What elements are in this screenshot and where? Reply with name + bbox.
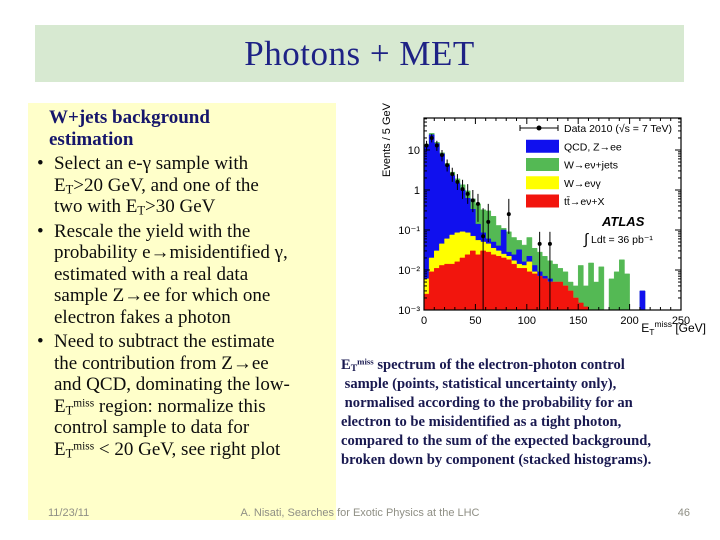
svg-text:Data 2010 (√s = 7 TeV): Data 2010 (√s = 7 TeV) (564, 123, 672, 135)
footer-credit: A. Nisati, Searches for Exotic Physics a… (240, 507, 480, 519)
slide-footer: 11/23/11 A. Nisati, Searches for Exotic … (0, 504, 720, 524)
bullet-item: • Need to subtract the estimate the cont… (28, 331, 336, 460)
data-points (424, 134, 552, 310)
footer-date: 11/23/11 (48, 507, 90, 519)
svg-text:QCD, Z→ee: QCD, Z→ee (564, 141, 622, 153)
svg-text:10⁻³: 10⁻³ (398, 305, 420, 317)
bullet-item: • Rescale the yield with the probability… (28, 221, 336, 329)
svg-text:W→eνγ: W→eνγ (564, 178, 602, 190)
svg-text:10⁻²: 10⁻² (398, 265, 420, 277)
svg-text:250: 250 (672, 315, 690, 327)
figure-caption: ETmiss spectrum of the electron-photon c… (341, 356, 652, 469)
x-axis-title: ETmiss [GeV] (641, 319, 706, 337)
svg-text:150: 150 (569, 315, 587, 327)
bullet-item: • Select an e-γ sample with ET>20 GeV, a… (28, 153, 336, 218)
svg-text:10: 10 (408, 145, 420, 157)
page-title: Photons + MET (244, 33, 475, 73)
footer-page-number: 46 (677, 507, 690, 519)
bullet-text: Rescale the yield with the probability e… (54, 220, 288, 328)
svg-text:0: 0 (421, 315, 427, 327)
svg-text:1: 1 (414, 185, 420, 197)
met-spectrum-chart: 0 50 100 150 200 250 10 1 10⁻¹ 10⁻² 10⁻³ Events / 5… (381, 102, 706, 337)
svg-text:tt̄→eν+X: tt̄→eν+X (564, 196, 605, 208)
note-heading: W+jets background estimation (49, 107, 210, 150)
atlas-label: ATLAS (601, 214, 645, 229)
axis-labels: 0 50 100 150 200 250 10 1 10⁻¹ 10⁻² 10⁻³ (398, 145, 690, 327)
note-box: W+jets background estimation • Select an… (28, 103, 336, 520)
bullet-marker: • (37, 331, 44, 352)
bullet-text: Need to subtract the estimate the contri… (54, 331, 290, 460)
bullet-marker: • (37, 220, 44, 242)
bullet-text: Select an e-γ sample with ET>20 GeV, and… (54, 153, 259, 218)
svg-text:10⁻¹: 10⁻¹ (398, 225, 420, 237)
chart-region: 0 50 100 150 200 250 10 1 10⁻¹ 10⁻² 10⁻³ Events / 5… (340, 96, 712, 348)
svg-text:200: 200 (620, 315, 638, 327)
bullet-marker: • (37, 153, 44, 174)
luminosity-label: ∫ Ldt = 36 pb⁻¹ (583, 231, 653, 248)
chart-frame (423, 117, 682, 311)
y-axis-title: Events / 5 GeV (381, 102, 393, 177)
title-band: Photons + MET (35, 25, 684, 82)
svg-text:50: 50 (469, 315, 481, 327)
bullet-list: • Select an e-γ sample with ET>20 GeV, a… (28, 153, 336, 460)
svg-text:100: 100 (518, 315, 536, 327)
svg-text:W→eν+jets: W→eν+jets (564, 160, 618, 172)
chart-legend: Data 2010 (√s = 7 TeV) QCD, Z→ee W→eν+jets… (519, 123, 672, 208)
